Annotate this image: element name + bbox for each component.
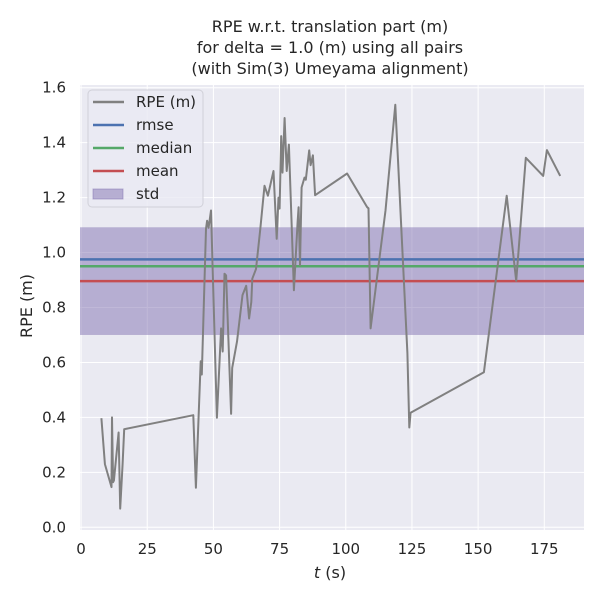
x-axis-label-var: t xyxy=(314,563,321,582)
x-tick-label: 125 xyxy=(398,540,427,558)
x-axis-label: t (s) xyxy=(314,563,346,582)
y-tick-label: 1.2 xyxy=(42,189,66,207)
legend-swatch-std xyxy=(92,188,124,200)
title-line-2: for delta = 1.0 (m) using all pairs xyxy=(197,38,463,57)
y-tick-label: 1.6 xyxy=(42,79,66,97)
legend-label: mean xyxy=(136,162,179,180)
y-tick-label: 0.8 xyxy=(42,299,66,317)
y-tick-label: 1.0 xyxy=(42,244,66,262)
tick-labels: 0 25 50 75 100 125 150 175 0.0 0.2 0.4 0.6 0.8 1.0 1.2… xyxy=(42,79,558,558)
legend-label: RPE (m) xyxy=(136,93,196,111)
y-axis-label: RPE (m) xyxy=(17,274,36,338)
chart-title: RPE w.r.t. translation part (m) for delt… xyxy=(191,17,468,78)
y-tick-label: 1.4 xyxy=(42,134,66,152)
x-tick-label: 175 xyxy=(530,540,559,558)
y-tick-label: 0.2 xyxy=(42,463,66,481)
x-tick-label: 100 xyxy=(331,540,360,558)
x-tick-label: 75 xyxy=(270,540,289,558)
legend-label: median xyxy=(136,139,192,157)
stat-lines xyxy=(80,258,584,283)
legend-box xyxy=(87,89,204,208)
y-tick-label: 0.0 xyxy=(42,518,66,536)
y-tick-label: 0.6 xyxy=(42,353,66,371)
x-tick-label: 0 xyxy=(76,540,86,558)
legend-label: rmse xyxy=(136,116,174,134)
series-group xyxy=(100,103,562,510)
x-tick-label: 50 xyxy=(204,540,223,558)
x-axis-label-unit: (s) xyxy=(320,563,346,582)
x-tick-label: 150 xyxy=(464,540,493,558)
title-line-1: RPE w.r.t. translation part (m) xyxy=(212,17,448,36)
y-tick-label: 0.4 xyxy=(42,408,66,426)
legend-label: std xyxy=(136,185,159,203)
rpe-series-line xyxy=(100,103,562,510)
x-tick-label: 25 xyxy=(138,540,157,558)
title-line-3: (with Sim(3) Umeyama alignment) xyxy=(191,59,468,78)
legend: RPE (m) rmse median mean std xyxy=(87,89,204,208)
